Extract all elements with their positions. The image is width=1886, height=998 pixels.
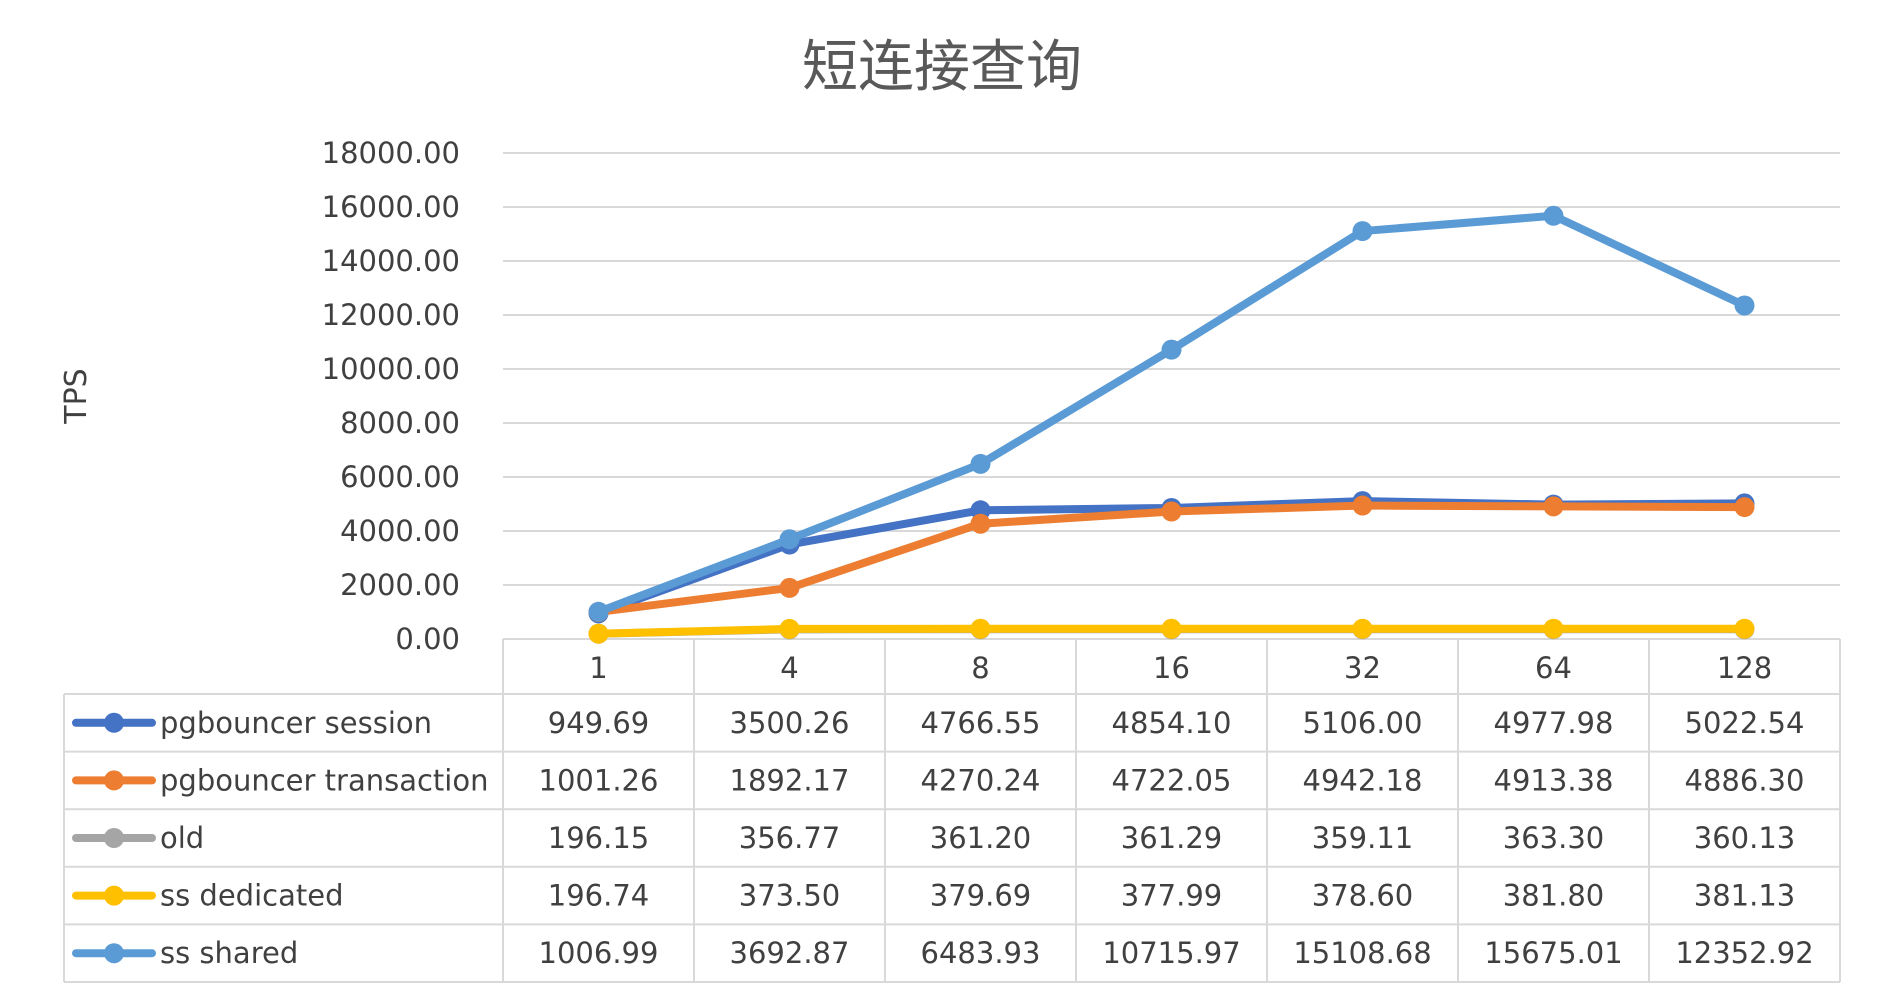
data-point [970, 453, 991, 474]
y-tick-label: 14000.00 [322, 244, 460, 278]
data-point [1352, 618, 1373, 639]
data-value-label: 196.15 [548, 821, 649, 855]
y-tick-label: 8000.00 [340, 406, 460, 440]
data-point [1543, 618, 1564, 639]
data-point [970, 513, 991, 534]
data-value-label: 1892.17 [730, 763, 850, 797]
data-point [1352, 495, 1373, 516]
data-value-label: 3692.87 [730, 936, 850, 970]
data-value-label: 379.69 [930, 879, 1031, 913]
legend-key-marker [104, 770, 124, 791]
data-value-label: 4766.55 [921, 706, 1041, 740]
data-value-label: 359.11 [1312, 821, 1413, 855]
y-tick-label: 18000.00 [322, 136, 460, 170]
data-value-label: 6483.93 [921, 936, 1041, 970]
y-tick-label: 12000.00 [322, 298, 460, 332]
x-category-label: 4 [780, 651, 798, 685]
data-value-label: 4722.05 [1112, 763, 1232, 797]
x-category-label: 8 [971, 651, 989, 685]
data-point [1734, 295, 1755, 316]
data-value-label: 4977.98 [1494, 706, 1614, 740]
data-point [1161, 339, 1182, 360]
legend-key-marker [104, 828, 124, 848]
data-value-label: 12352.92 [1675, 936, 1813, 970]
y-axis-label: TPS [59, 368, 94, 424]
data-point [970, 618, 991, 639]
data-value-label: 10715.97 [1102, 936, 1240, 970]
data-value-label: 373.50 [739, 879, 840, 913]
data-value-label: 381.80 [1503, 879, 1604, 913]
data-point [1734, 497, 1755, 518]
plot-area [588, 205, 1755, 644]
data-value-label: 5022.54 [1685, 706, 1805, 740]
data-value-label: 3500.26 [730, 706, 850, 740]
x-category-label: 16 [1153, 651, 1190, 685]
data-value-label: 4913.38 [1494, 763, 1614, 797]
series-name-label: pgbouncer session [160, 706, 432, 740]
series-group [588, 618, 1755, 644]
data-value-label: 4270.24 [921, 763, 1041, 797]
data-value-label: 360.13 [1694, 821, 1795, 855]
series-name-label: old [160, 821, 204, 855]
y-tick-label: 10000.00 [322, 352, 460, 386]
data-value-label: 381.13 [1694, 879, 1795, 913]
x-category-label: 1 [589, 651, 607, 685]
legend-key-marker [104, 885, 124, 906]
x-category-label: 128 [1717, 651, 1772, 685]
data-table: 1 4 8 16 32 64 128 pgbouncer session 949.69 3500.… [63, 638, 1841, 983]
series-group [588, 205, 1755, 622]
data-value-label: 5106.00 [1303, 706, 1423, 740]
data-value-label: 378.60 [1312, 879, 1413, 913]
chart-title: 短连接查询 [802, 35, 1082, 100]
legend-key-marker [104, 712, 124, 733]
data-value-label: 196.74 [548, 879, 649, 913]
data-point [1161, 501, 1182, 522]
data-point [1161, 618, 1182, 639]
series-name-label: ss dedicated [160, 879, 344, 913]
data-point [1543, 205, 1564, 226]
data-point [1543, 496, 1564, 517]
data-point [1734, 618, 1755, 639]
y-tick-label: 4000.00 [340, 514, 460, 548]
data-value-label: 361.29 [1121, 821, 1222, 855]
data-value-label: 4886.30 [1685, 763, 1805, 797]
data-point [588, 623, 609, 644]
y-tick-label: 0.00 [395, 622, 460, 656]
data-value-label: 949.69 [548, 706, 649, 740]
legend-key-marker [104, 943, 124, 964]
y-tick-label: 16000.00 [322, 190, 460, 224]
data-point [779, 577, 800, 598]
data-point [779, 618, 800, 639]
data-value-label: 15675.01 [1484, 936, 1622, 970]
data-value-label: 4942.18 [1303, 763, 1423, 797]
data-value-label: 1006.99 [539, 936, 659, 970]
y-tick-label: 2000.00 [340, 568, 460, 602]
series-name-label: pgbouncer transaction [160, 763, 488, 797]
data-value-label: 377.99 [1121, 879, 1222, 913]
data-value-label: 15108.68 [1293, 936, 1431, 970]
data-value-label: 4854.10 [1112, 706, 1232, 740]
x-category-label: 64 [1535, 651, 1572, 685]
y-axis-ticks: 0.00 2000.00 4000.00 6000.00 8000.00 10000.00… [322, 136, 460, 656]
data-point [779, 529, 800, 550]
data-point [1352, 221, 1373, 242]
x-category-label: 32 [1344, 651, 1381, 685]
data-value-label: 1001.26 [539, 763, 659, 797]
series-name-label: ss shared [160, 936, 298, 970]
data-point [588, 601, 609, 622]
data-value-label: 356.77 [739, 821, 840, 855]
y-tick-label: 6000.00 [340, 460, 460, 494]
gridlines [503, 152, 1840, 640]
data-value-label: 361.20 [930, 821, 1031, 855]
data-value-label: 363.30 [1503, 821, 1604, 855]
